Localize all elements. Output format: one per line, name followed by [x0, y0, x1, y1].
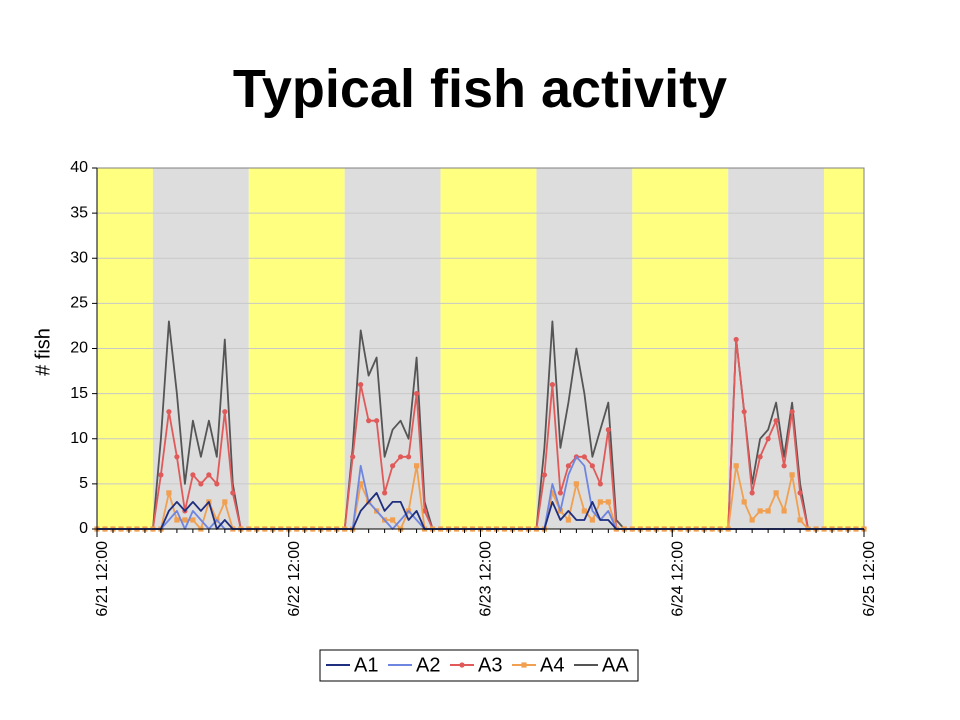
point-a4-11: [182, 517, 188, 523]
page-title: Typical fish activity: [232, 59, 728, 119]
legend-label-aa: AA: [602, 654, 629, 676]
series-line-a2: [97, 455, 864, 530]
point-a4-64: [605, 499, 611, 505]
point-a3-15: [214, 481, 220, 487]
y-tick-label-40: 40: [70, 159, 88, 176]
point-a3-39: [405, 454, 412, 460]
series-line-a1: [97, 492, 864, 530]
point-a3-82: [749, 490, 755, 496]
point-a4-81: [741, 499, 747, 505]
legend-marker-a3: [459, 662, 465, 668]
point-a4-40: [413, 463, 420, 469]
point-a3-64: [605, 427, 611, 433]
point-a3-57: [549, 382, 556, 388]
point-a4-16: [222, 499, 228, 505]
legend-label-a4: A4: [540, 654, 564, 676]
point-a4-80: [733, 463, 739, 469]
series-a1: [97, 492, 864, 530]
point-a3-33: [358, 382, 364, 388]
point-a3-34: [366, 418, 372, 424]
y-tick-label-5: 5: [79, 475, 88, 492]
point-a3-14: [206, 472, 212, 478]
point-a3-36: [382, 490, 388, 496]
point-a3-83: [757, 454, 763, 460]
point-a4-61: [581, 508, 587, 514]
legend-item-a3: A3: [450, 654, 502, 676]
x-axis-ticks: 6/21 12:00 6/22 12:00 6/23 12:00 6/24 12:00…: [94, 529, 878, 617]
y-axis-ticks: 0 5 10 15 20 25 30 35 40: [70, 159, 97, 537]
point-a4-87: [789, 472, 795, 478]
legend: A1 A2 A3 A4 AA: [319, 649, 639, 682]
point-a3-9: [166, 409, 172, 415]
point-a3-62: [589, 463, 595, 469]
point-a3-32: [350, 454, 356, 460]
point-a4-33: [358, 481, 364, 487]
y-tick-label-25: 25: [70, 295, 88, 312]
point-a3-59: [565, 463, 571, 469]
point-a4-9: [166, 490, 172, 496]
point-a4-63: [597, 499, 603, 505]
point-a3-88: [797, 490, 803, 496]
legend-label-a3: A3: [478, 654, 502, 676]
point-a3-81: [741, 409, 747, 415]
point-a4-86: [781, 508, 787, 514]
point-a4-57: [549, 490, 556, 496]
y-tick-label-20: 20: [70, 340, 88, 357]
point-a3-13: [198, 481, 204, 487]
point-a3-40: [413, 391, 420, 397]
point-a3-86: [781, 463, 787, 469]
point-a4-88: [797, 517, 803, 523]
point-a3-8: [158, 472, 164, 478]
point-a3-63: [597, 481, 603, 487]
point-a4-84: [765, 508, 771, 514]
point-a3-61: [581, 454, 587, 460]
point-a4-60: [573, 481, 579, 487]
legend-label-a2: A2: [416, 654, 440, 676]
point-a3-80: [733, 336, 739, 343]
point-a3-56: [541, 472, 548, 478]
y-tick-label-30: 30: [70, 249, 88, 266]
x-tick-label-2: 6/23 12:00: [478, 541, 495, 617]
x-tick-label-0: 6/21 12:00: [94, 541, 111, 617]
y-tick-label-10: 10: [70, 430, 88, 447]
point-a3-87: [789, 409, 795, 415]
x-tick-label-1: 6/22 12:00: [286, 541, 303, 617]
point-a3-10: [174, 454, 180, 460]
point-a4-10: [174, 517, 180, 523]
point-a3-16: [222, 409, 228, 415]
legend-item-aa: AA: [574, 654, 629, 676]
legend-marker-a4: [521, 662, 527, 668]
point-a3-85: [773, 418, 779, 424]
y-axis-title: # fish: [32, 328, 54, 376]
point-a4-82: [749, 517, 755, 523]
point-a3-17: [230, 490, 236, 496]
x-tick-label-4: 6/25 12:00: [861, 541, 878, 617]
point-a3-38: [398, 454, 404, 460]
point-a4-37: [390, 517, 396, 523]
point-a3-84: [765, 436, 771, 442]
y-tick-label-0: 0: [79, 520, 88, 537]
point-a4-85: [773, 490, 779, 496]
point-a4-12: [190, 517, 196, 523]
legend-item-a1: A1: [326, 654, 378, 676]
point-a4-83: [757, 508, 763, 514]
point-a4-62: [589, 517, 595, 523]
point-a3-58: [557, 490, 563, 496]
legend-item-a2: A2: [388, 654, 440, 676]
series-a2: [97, 455, 864, 530]
point-a4-59: [565, 517, 571, 523]
legend-box: [319, 649, 639, 682]
legend-item-a4: A4: [512, 654, 564, 676]
point-a3-37: [390, 463, 396, 469]
point-a3-12: [190, 472, 196, 478]
point-a3-35: [374, 418, 380, 424]
x-tick-label-3: 6/24 12:00: [669, 541, 686, 617]
y-tick-label-35: 35: [70, 204, 88, 221]
legend-label-a1: A1: [354, 654, 378, 676]
y-tick-label-15: 15: [70, 385, 88, 402]
